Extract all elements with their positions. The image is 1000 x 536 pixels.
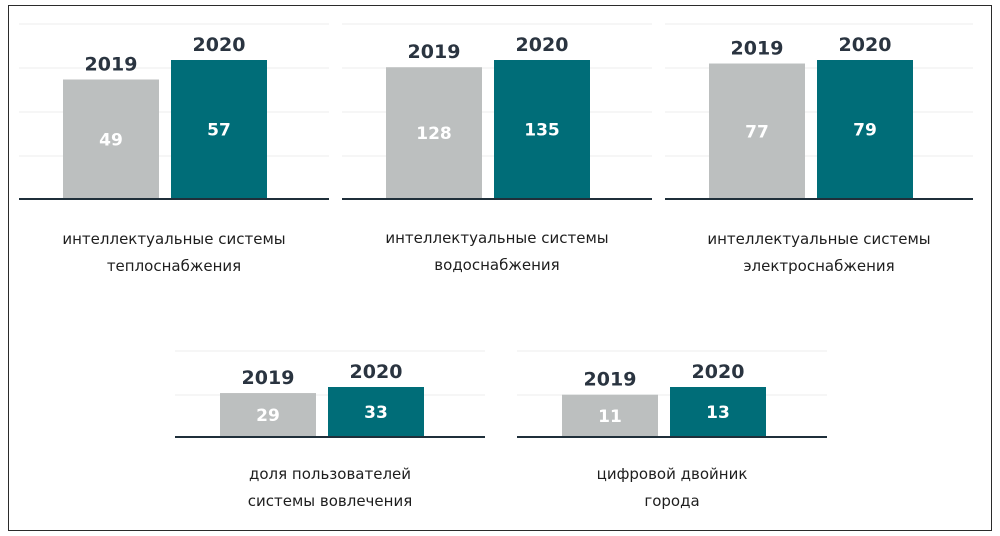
bar-2019 bbox=[562, 394, 658, 437]
value-label-2019: 29 bbox=[256, 406, 280, 426]
caption-line-1: интеллектуальные системы bbox=[62, 230, 286, 248]
caption-line-1: интеллектуальные системы bbox=[385, 229, 609, 247]
chart-water-supply: 128 2019 135 2020 bbox=[342, 20, 652, 201]
caption-digital-twin: цифровой двойник города bbox=[517, 461, 827, 515]
value-label-2020: 79 bbox=[853, 121, 877, 141]
value-label-2020: 33 bbox=[364, 403, 388, 423]
chart-svg: 77 2019 79 2020 bbox=[665, 23, 973, 200]
caption-line-2: системы вовлечения bbox=[247, 492, 413, 510]
chart-heat-supply: 49 2019 57 2020 bbox=[19, 20, 329, 201]
chart-digital-twin: 11 2019 13 2020 bbox=[517, 348, 827, 438]
caption-engagement-users: доля пользователей системы вовлечения bbox=[175, 461, 485, 515]
bar-2019 bbox=[220, 393, 316, 437]
year-label-2019: 2019 bbox=[731, 38, 784, 60]
year-label-2019: 2019 bbox=[408, 41, 461, 63]
bar-2020 bbox=[817, 60, 913, 199]
value-label-2019: 77 bbox=[745, 122, 769, 142]
value-label-2019: 128 bbox=[416, 124, 452, 144]
caption-line-1: доля пользователей bbox=[248, 465, 412, 483]
year-label-2020: 2020 bbox=[350, 361, 403, 383]
chart-svg: 11 2019 13 2020 bbox=[517, 350, 827, 438]
value-label-2020: 13 bbox=[706, 403, 730, 423]
bar-2020 bbox=[670, 387, 766, 437]
chart-svg: 49 2019 57 2020 bbox=[19, 23, 329, 200]
caption-line-2: электроснабжения bbox=[743, 257, 895, 275]
bar-2020 bbox=[328, 387, 424, 437]
bar-2019 bbox=[709, 63, 805, 200]
chart-svg: 128 2019 135 2020 bbox=[342, 23, 652, 200]
caption-power-supply: интеллектуальные системы электроснабжени… bbox=[665, 226, 973, 280]
caption-heat-supply: интеллектуальные системы теплоснабжения bbox=[19, 226, 329, 280]
year-label-2020: 2020 bbox=[516, 34, 569, 56]
caption-line-2: теплоснабжения bbox=[106, 257, 242, 275]
caption-line-1: цифровой двойник bbox=[596, 465, 748, 483]
year-label-2019: 2019 bbox=[85, 54, 138, 76]
bar-2020 bbox=[171, 60, 267, 199]
year-label-2019: 2019 bbox=[242, 367, 295, 389]
caption-line-2: водоснабжения bbox=[434, 256, 560, 274]
year-label-2019: 2019 bbox=[584, 369, 637, 391]
chart-power-supply: 77 2019 79 2020 bbox=[665, 20, 973, 201]
infographic-frame: 49 2019 57 2020 интеллектуальные системы те… bbox=[8, 5, 992, 531]
chart-svg: 29 2019 33 2020 bbox=[175, 350, 485, 438]
year-label-2020: 2020 bbox=[692, 361, 745, 383]
caption-water-supply: интеллектуальные системы водоснабжения bbox=[342, 225, 652, 279]
year-label-2020: 2020 bbox=[839, 34, 892, 56]
year-label-2020: 2020 bbox=[193, 34, 246, 56]
value-label-2020: 57 bbox=[207, 121, 231, 141]
value-label-2020: 135 bbox=[524, 121, 560, 141]
caption-line-1: интеллектуальные системы bbox=[707, 230, 931, 248]
bar-2019 bbox=[386, 67, 482, 199]
value-label-2019: 49 bbox=[99, 130, 123, 150]
bar-2020 bbox=[494, 60, 590, 199]
chart-engagement-users: 29 2019 33 2020 bbox=[175, 348, 485, 438]
value-label-2019: 11 bbox=[598, 407, 622, 427]
caption-line-2: города bbox=[644, 492, 700, 510]
bar-2019 bbox=[63, 79, 159, 199]
